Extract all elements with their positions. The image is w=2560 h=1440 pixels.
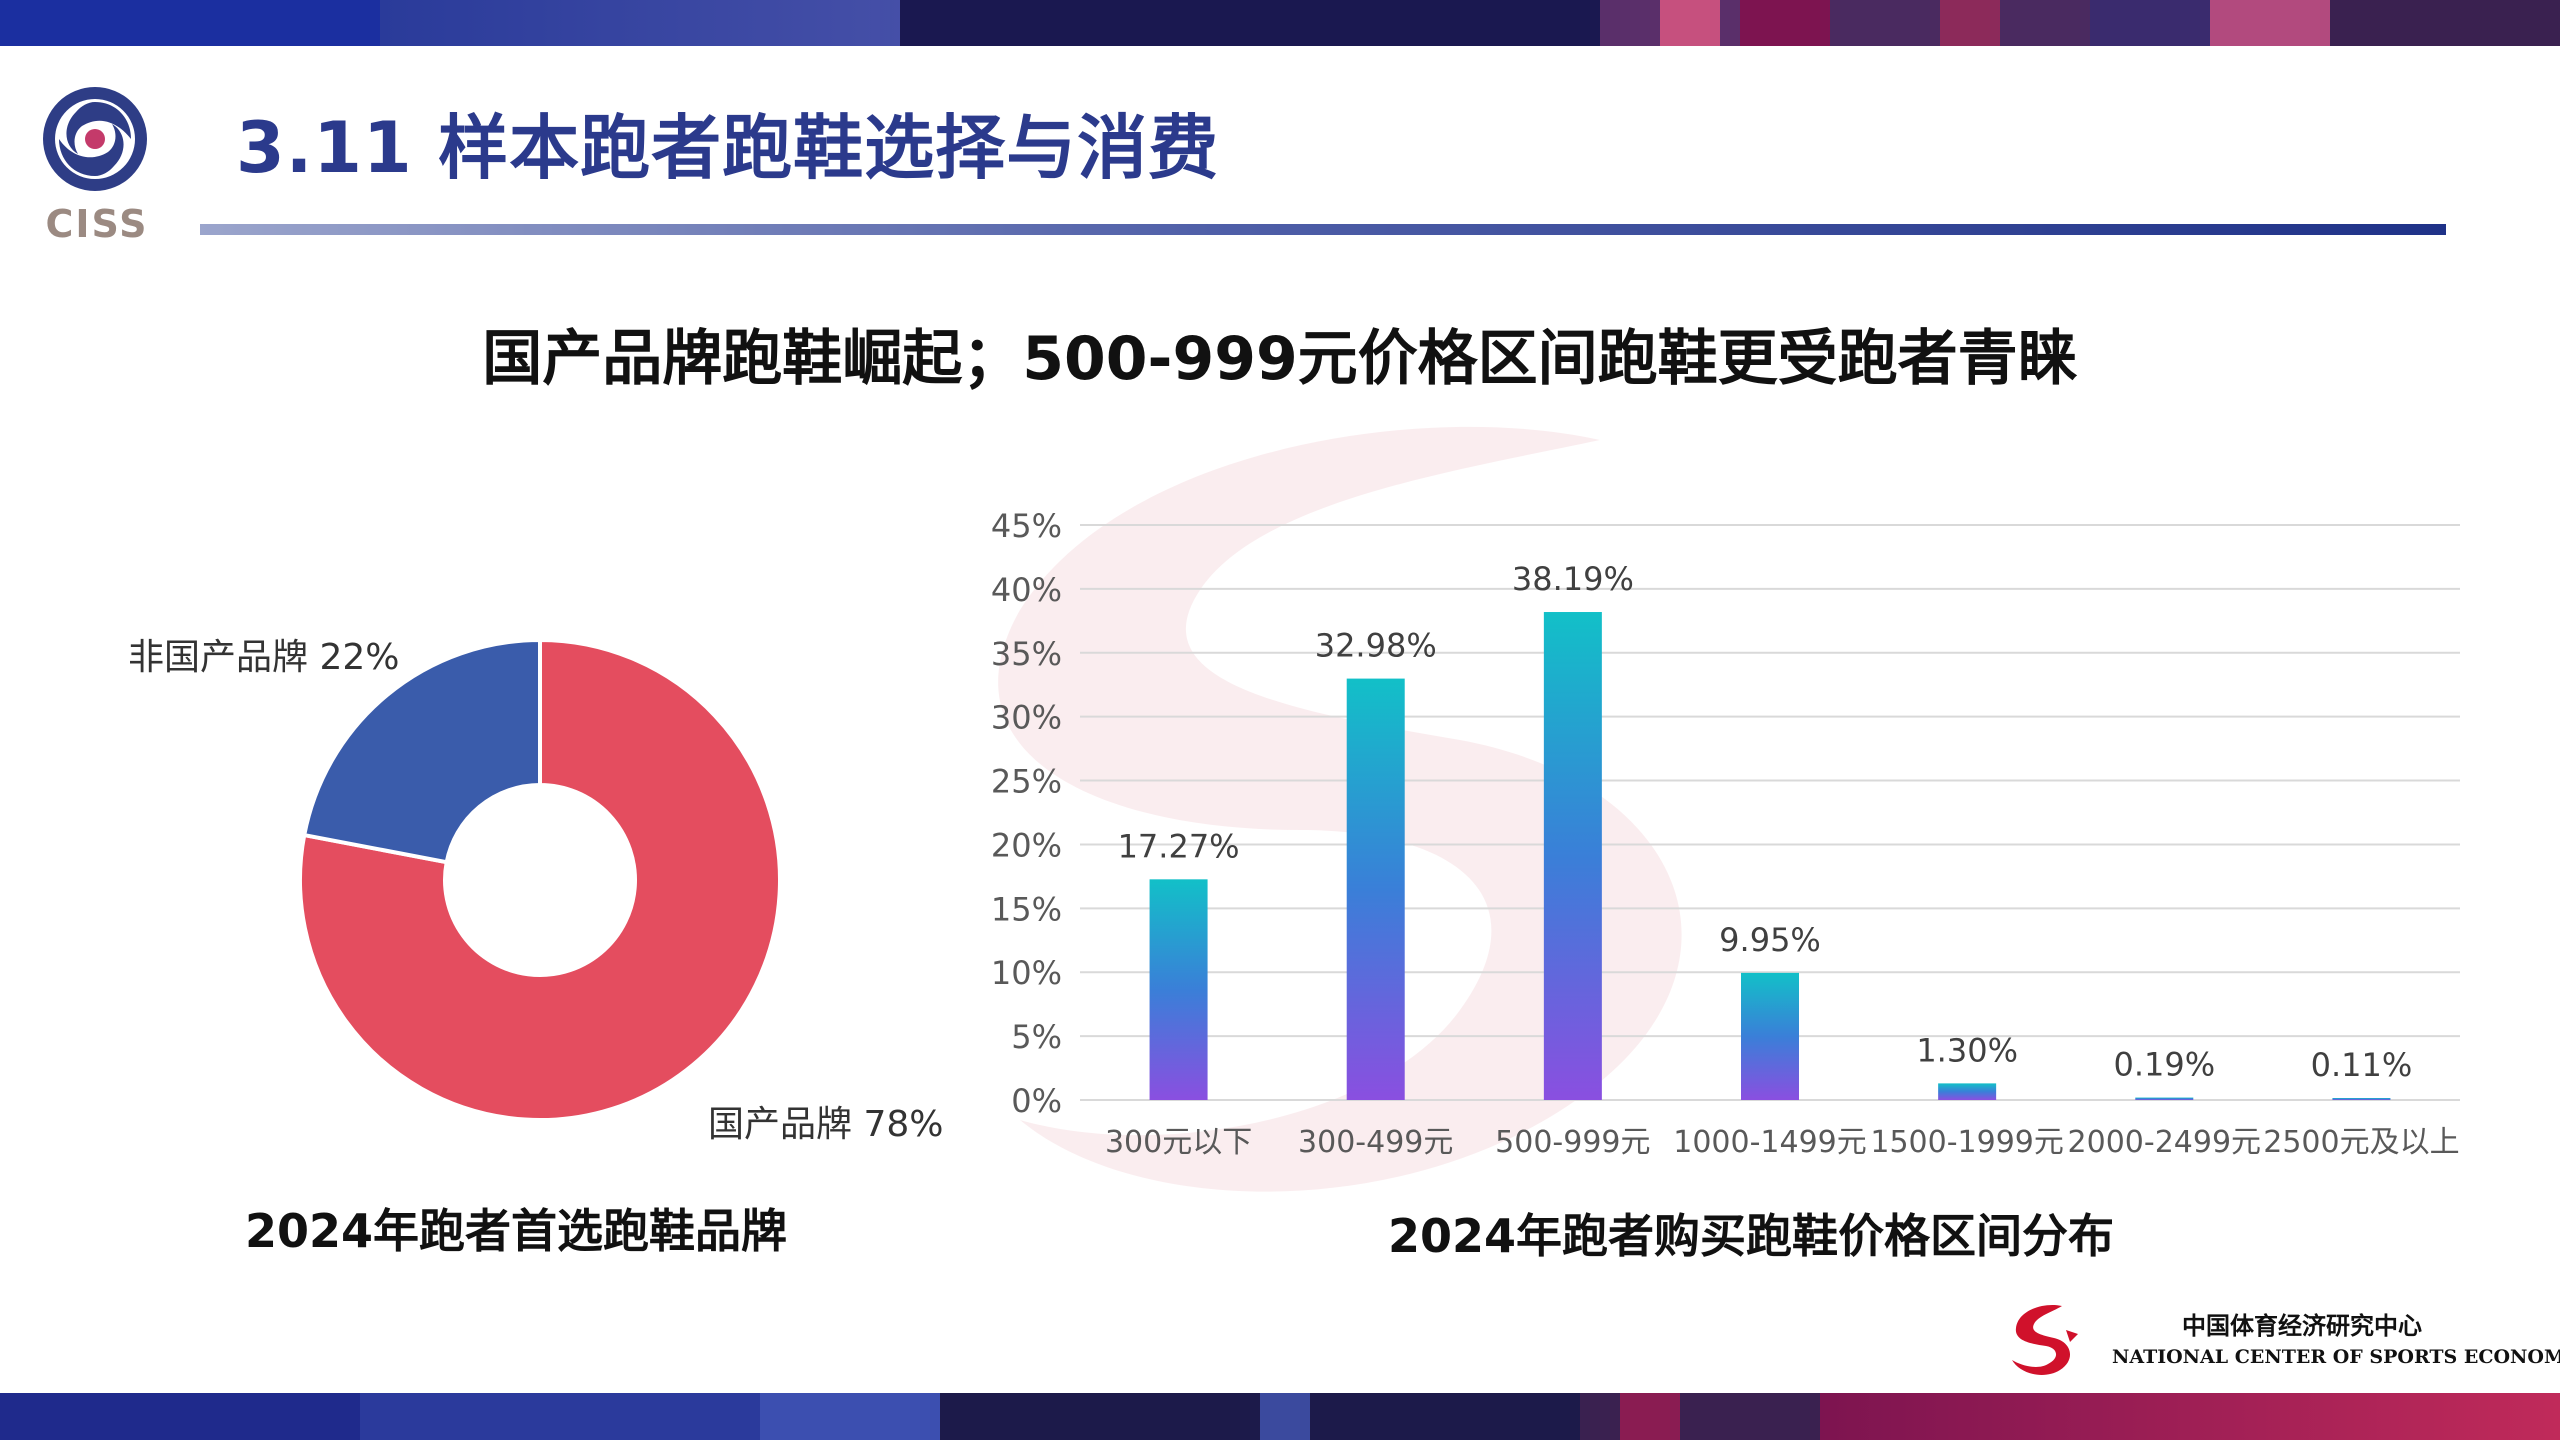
y-tick-label: 15%	[991, 890, 1062, 928]
y-tick-label: 5%	[1011, 1018, 1062, 1056]
bar	[1543, 612, 1602, 1100]
bar-value-label: 38.19%	[1512, 560, 1634, 598]
donut-slice-domestic	[298, 637, 782, 1122]
slide-headline: 国产品牌跑鞋崛起；500-999元价格区间跑鞋更受跑者青睐	[482, 324, 2078, 394]
top-decorative-band	[0, 0, 2560, 46]
bar	[1741, 972, 1799, 1100]
bar-value-label: 1.30%	[1916, 1031, 2018, 1069]
center-logo-icon	[2012, 1304, 2078, 1375]
ciss-logo-icon	[43, 87, 147, 191]
watermark-icon	[998, 426, 1682, 1192]
y-tick-label: 10%	[991, 954, 1062, 992]
x-category-label: 1000-1499元	[1673, 1125, 1867, 1160]
y-tick-label: 0%	[1011, 1082, 1062, 1120]
y-tick-label: 40%	[991, 571, 1062, 609]
bar	[1149, 879, 1208, 1100]
x-category-label: 500-999元	[1495, 1125, 1650, 1160]
footer-org-en: NATIONAL CENTER OF SPORTS ECONOMIC	[2112, 1346, 2560, 1368]
bar	[1938, 1083, 1997, 1100]
page-title: 3.11 样本跑者跑鞋选择与消费	[236, 107, 1220, 189]
price-bar-chart: 0% 5% 10% 15% 20% 25% 30% 35% 40% 45% 17.27% 300元以…	[991, 507, 2460, 1160]
x-category-label: 2000-2499元	[2068, 1125, 2262, 1160]
footer-org-cn: 中国体育经济研究中心	[2182, 1311, 2422, 1340]
y-tick-label: 20%	[991, 826, 1062, 864]
x-category-label: 1500-1999元	[1870, 1125, 2064, 1160]
y-tick-label: 35%	[991, 635, 1062, 673]
x-category-label: 300元以下	[1105, 1125, 1252, 1160]
bar-chart-title: 2024年跑者购买跑鞋价格区间分布	[1388, 1209, 2115, 1263]
bar	[2135, 1097, 2194, 1100]
bar-value-label: 0.19%	[2113, 1046, 2215, 1084]
x-category-label: 300-499元	[1298, 1125, 1453, 1160]
y-tick-label: 30%	[991, 699, 1062, 737]
y-tick-label: 45%	[991, 507, 1062, 545]
donut-slice-foreign	[301, 637, 542, 865]
bar-value-label: 9.95%	[1719, 921, 1821, 959]
brand-donut-chart	[298, 637, 782, 1122]
donut-chart-title: 2024年跑者首选跑鞋品牌	[245, 1204, 788, 1258]
bar-value-label: 0.11%	[2311, 1046, 2413, 1084]
bottom-decorative-band	[0, 1393, 2560, 1440]
bar-value-label: 17.27%	[1118, 827, 1240, 865]
bar	[1346, 678, 1405, 1100]
slice-label-domestic: 国产品牌 78%	[708, 1104, 944, 1145]
y-tick-label: 25%	[991, 763, 1062, 801]
logo-text: CISS	[45, 202, 149, 246]
slice-label-foreign: 非国产品牌 22%	[128, 637, 400, 678]
bar-value-label: 32.98%	[1315, 627, 1437, 665]
x-category-label: 2500元及以上	[2263, 1125, 2459, 1160]
title-underline	[200, 224, 2446, 235]
bar	[2332, 1098, 2391, 1100]
